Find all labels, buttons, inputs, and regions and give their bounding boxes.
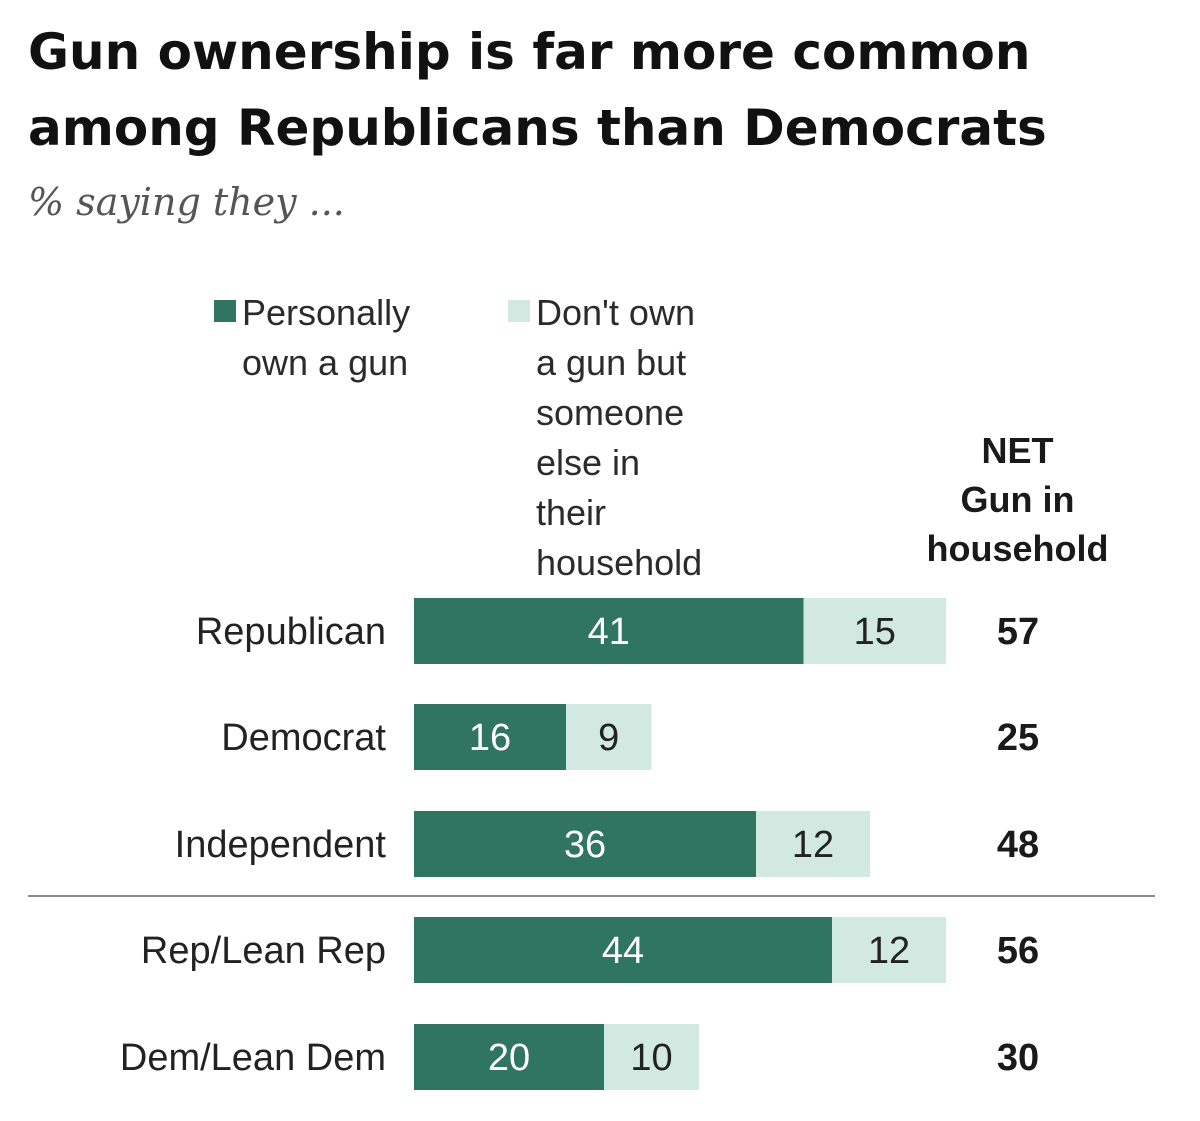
net-value-rep-lean-rep: 56 — [997, 930, 1039, 972]
category-label-independent: Independent — [175, 824, 387, 866]
net-value-republican: 57 — [997, 611, 1039, 653]
chart-title-line-2: among Republicans than Democrats — [28, 99, 1047, 157]
bar-label-rep-lean-rep-personally-own: 44 — [602, 930, 644, 972]
net-value-independent: 48 — [997, 824, 1039, 866]
category-label-republican: Republican — [196, 611, 386, 653]
legend-label-personally-own: Personally own a gun — [242, 292, 411, 383]
category-label-dem-lean-dem: Dem/Lean Dem — [120, 1037, 386, 1079]
bar-label-democrat-someone-else-owns: 9 — [598, 717, 619, 759]
net-value-dem-lean-dem: 30 — [997, 1037, 1039, 1079]
bar-label-independent-personally-own: 36 — [564, 824, 606, 866]
bar-republican-personally-own — [414, 598, 804, 664]
bar-independent-someone-else-owns — [756, 811, 870, 877]
bar-label-independent-someone-else-owns: 12 — [792, 824, 834, 866]
bar-democrat-personally-own — [414, 704, 566, 770]
bar-independent-personally-own — [414, 811, 756, 877]
bar-dem-lean-dem-personally-own — [414, 1024, 604, 1090]
bar-label-republican-personally-own: 41 — [588, 611, 630, 653]
chart-subtitle: % saying they ... — [28, 180, 345, 224]
bar-rep-lean-rep-someone-else-owns — [832, 917, 946, 983]
bar-label-dem-lean-dem-personally-own: 20 — [488, 1037, 530, 1079]
legend-label-someone-else-owns: Don't own a gun but someone else in thei… — [536, 292, 703, 633]
bar-democrat-someone-else-owns — [566, 704, 652, 770]
bar-label-democrat-personally-own: 16 — [469, 717, 511, 759]
chart-title: Gun ownership is far more common among R… — [28, 14, 1178, 166]
legend-swatch-personally-own — [214, 300, 236, 322]
bar-republican-someone-else-owns — [803, 598, 946, 664]
category-label-democrat: Democrat — [221, 717, 386, 759]
chart-title-line-1: Gun ownership is far more common — [28, 23, 1031, 81]
bar-dem-lean-dem-someone-else-owns — [604, 1024, 699, 1090]
net-value-democrat: 25 — [997, 717, 1039, 759]
bar-label-republican-someone-else-owns: 15 — [854, 611, 896, 653]
category-label-rep-lean-rep: Rep/Lean Rep — [141, 930, 386, 972]
legend-swatch-someone-else-owns — [508, 300, 530, 322]
bar-label-dem-lean-dem-someone-else-owns: 10 — [630, 1037, 672, 1079]
bar-rep-lean-rep-personally-own — [414, 917, 832, 983]
bar-label-rep-lean-rep-someone-else-owns: 12 — [868, 930, 910, 972]
net-column-header: NET Gun in household — [926, 430, 1109, 569]
